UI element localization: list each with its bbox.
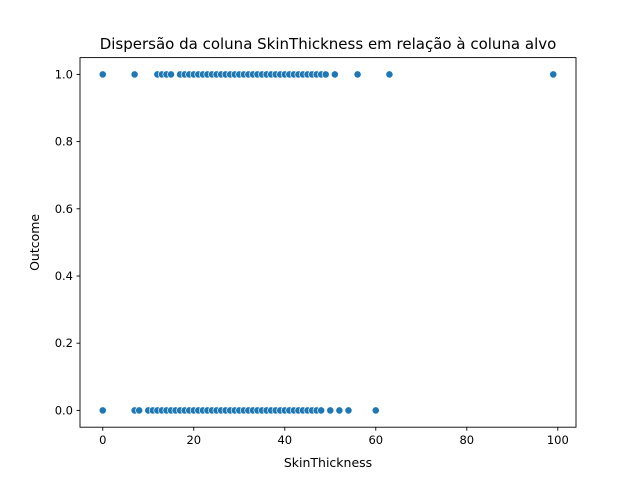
y-tick-label: 0.8 [55,135,73,149]
x-tick-label: 80 [459,433,474,447]
scatter-point [330,70,339,79]
x-tick-label: 60 [368,433,383,447]
plot-area [98,70,558,415]
x-tick-label: 20 [186,433,201,447]
scatter-point [317,406,326,415]
scatter-point [98,70,107,79]
y-tick-label: 0.6 [55,202,73,216]
x-tick-label: 40 [277,433,292,447]
y-axis-ticks: 0.0 0.2 0.4 0.6 0.8 1.0 [55,67,80,417]
axes-frame [79,57,577,428]
x-tick-label: 100 [547,433,569,447]
x-axis-label: SkinThickness [284,455,372,470]
y-tick-label: 0.2 [55,336,73,350]
x-tick-label: 0 [99,433,106,447]
scatter-point [130,70,139,79]
x-axis-ticks: 0 20 40 60 80 100 [99,427,569,447]
scatter-point [326,406,335,415]
scatter-point [135,406,144,415]
chart-title: Dispersão da coluna SkinThickness em rel… [100,35,557,53]
scatter-point [371,406,380,415]
scatter-point [321,70,330,79]
y-tick-label: 0.4 [55,269,73,283]
y-tick-label: 1.0 [55,67,73,81]
scatter-point [335,406,344,415]
scatter-point [385,70,394,79]
y-axis-label: Outcome [27,214,42,271]
scatter-point [353,70,362,79]
scatter-point [549,70,558,79]
scatter-point [344,406,353,415]
y-tick-label: 0.0 [55,403,73,417]
scatter-point [167,70,175,79]
scatter-point [98,406,107,415]
